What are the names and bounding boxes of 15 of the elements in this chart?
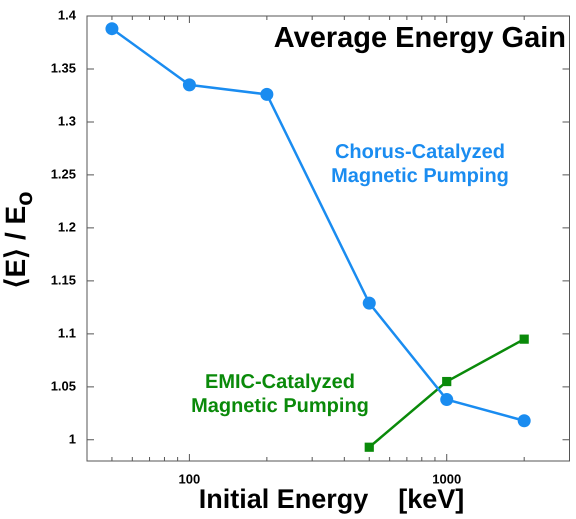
x-tick-label: 1000 (432, 471, 462, 486)
x-axis-title: Initial Energy [keV] (198, 484, 466, 515)
series-label: Chorus-Catalyzed Magnetic Pumping (330, 140, 510, 188)
y-tick-label: 1 (68, 431, 76, 446)
y-tick-label: 1.05 (50, 378, 76, 394)
y-tick-label: 1.25 (50, 166, 76, 182)
chart-title: Average Energy Gain (274, 22, 566, 55)
y-tick-label: 1.4 (58, 8, 77, 23)
series-label: EMIC-Catalyzed Magnetic Pumping (190, 370, 370, 418)
y-tick-label: 1.2 (58, 219, 76, 234)
y-tick-label: 1.35 (50, 60, 76, 76)
y-tick-label: 1.3 (58, 114, 76, 129)
y-tick-label: 1.1 (58, 325, 76, 340)
x-tick-label: 100 (178, 471, 200, 486)
y-tick-label: 1.15 (50, 272, 76, 288)
